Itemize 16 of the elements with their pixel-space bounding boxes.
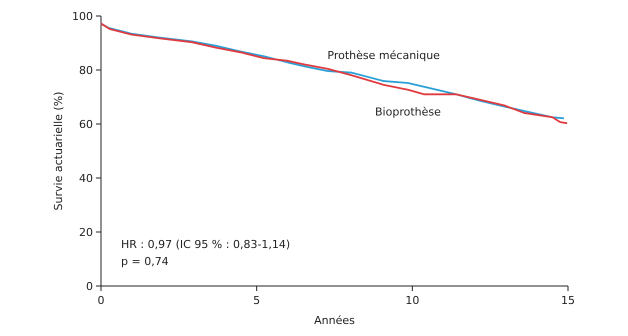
y-tick-label: 60: [79, 118, 93, 131]
series-label: Bioprothèse: [375, 106, 442, 119]
y-tick-label: 40: [79, 172, 93, 185]
y-tick-label: 80: [79, 64, 93, 77]
x-axis-title: Années: [314, 314, 356, 327]
x-tick-label: 5: [253, 294, 260, 307]
y-tick-label: 20: [79, 226, 93, 239]
x-tick-label: 15: [561, 294, 575, 307]
y-tick-label: 0: [86, 280, 93, 293]
x-tick-label: 10: [405, 294, 420, 307]
y-tick-label: 100: [72, 10, 93, 23]
annotation: HR : 0,97 (IC 95 % : 0,83-1,14): [121, 238, 290, 251]
annotation: p = 0,74: [121, 255, 169, 268]
x-tick-label: 0: [98, 294, 104, 307]
y-axis-title: Survie actuarielle (%): [52, 92, 65, 210]
series-label: Prothèse mécanique: [327, 49, 440, 62]
